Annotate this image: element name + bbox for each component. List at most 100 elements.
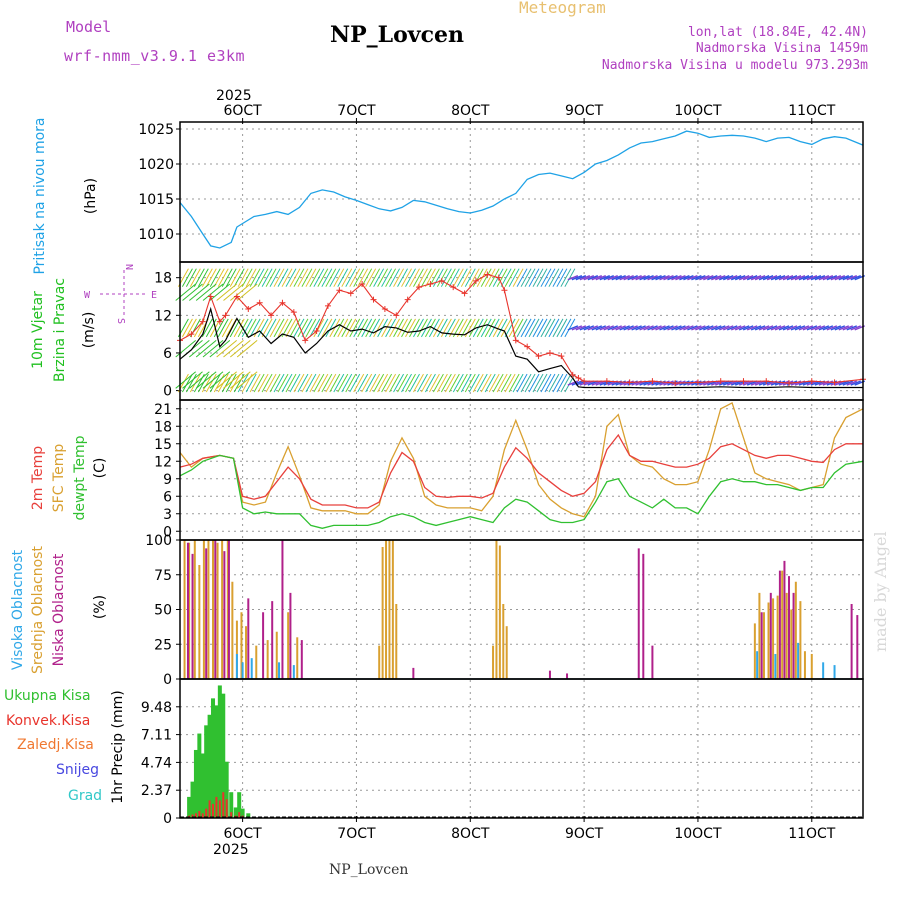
wind-barb: [536, 373, 548, 393]
wind-barb: [476, 318, 488, 338]
wind-barb: [421, 373, 432, 393]
altitude-label: Nadmorska Visina 1459m: [695, 41, 868, 56]
top-tick-label: 9OCT: [565, 103, 604, 119]
precip-total-label: Ukupna Kisa: [4, 688, 91, 704]
wind-barb: [201, 318, 213, 338]
wind-barb: [201, 268, 213, 287]
pressure-line: [179, 130, 864, 249]
wind-barb: [181, 268, 193, 287]
bottom-tick-label: 10OCT: [674, 826, 722, 842]
cloud-ytick: 50: [154, 603, 172, 619]
wind-barb: [301, 373, 313, 393]
wind-gust-marker: [626, 379, 633, 386]
wind-barb: [393, 318, 404, 338]
wind-barb: [409, 268, 420, 287]
wind-barb: [544, 373, 556, 393]
wind-gust-marker: [416, 284, 423, 291]
wind-barb: [456, 268, 468, 287]
precip-total-bar: [224, 761, 229, 818]
wind-barb: [830, 325, 842, 331]
wind-barb: [567, 325, 579, 331]
wind-barb: [205, 318, 217, 338]
wind-barb: [850, 325, 861, 331]
wind-barb: [209, 268, 221, 287]
wind-barb: [405, 373, 416, 393]
wind-barb: [699, 325, 710, 331]
precip-total-bar: [221, 693, 226, 818]
wind-barb: [782, 275, 794, 281]
wind-barb: [185, 268, 197, 287]
wind-barb: [321, 268, 333, 287]
wind-barb: [842, 275, 854, 281]
wind-barb: [730, 325, 742, 331]
wind-gust-marker: [233, 293, 240, 300]
wind-gust-marker: [222, 312, 229, 319]
wind-barb: [353, 318, 365, 338]
top-tick-label: 10OCT: [674, 103, 722, 119]
wind-barb: [611, 275, 622, 281]
precip-conv-bar: [238, 812, 241, 818]
wind-barb: [409, 318, 420, 338]
wind-barb: [265, 268, 277, 287]
wind-gust-marker: [575, 375, 582, 382]
wind-ylabel: 10m Vjetar: [30, 291, 46, 369]
wind-barb: [742, 325, 754, 331]
wind-barb: [603, 325, 614, 331]
cloud-ytick: 75: [154, 568, 172, 584]
wind-barb: [337, 318, 349, 338]
sfc-temp-line: [179, 401, 864, 518]
wind-barb: [571, 380, 583, 386]
wind-barb: [484, 268, 496, 287]
wind-barb: [197, 373, 209, 393]
wind-barb: [421, 268, 432, 287]
wind-barb: [671, 275, 682, 281]
wind-barb: [663, 275, 674, 281]
temp-ytick: 15: [154, 437, 172, 453]
wind-barb: [309, 268, 321, 287]
precip-total-bar: [229, 792, 234, 818]
wind-barb: [540, 268, 552, 287]
wind-barb: [313, 373, 325, 393]
wind-barb: [726, 325, 738, 331]
wind-barb: [699, 275, 710, 281]
wind-arrow: [216, 340, 237, 358]
wind-barb: [345, 373, 357, 393]
wind-barb: [532, 318, 544, 338]
wind-barb: [695, 275, 706, 281]
wind-barb: [528, 318, 540, 338]
wind-barb: [496, 318, 508, 338]
wind-barb: [432, 373, 444, 393]
wind-ylabel-2: Brzina i Pravac: [52, 278, 68, 382]
panel-frames: [179, 121, 864, 819]
pressure-ytick: 1025: [138, 122, 174, 138]
wind-barb: [357, 373, 369, 393]
wind-barb: [249, 373, 261, 393]
wind-gust-marker: [324, 302, 331, 309]
wind-arrow: [202, 283, 224, 301]
wind-barb: [365, 318, 377, 338]
panel-frame-wind: [179, 261, 864, 401]
wind-gust-marker: [450, 284, 457, 291]
wind-barb: [361, 373, 373, 393]
wind-barb: [607, 275, 618, 281]
wind-barb: [373, 268, 385, 287]
precip-frz-label: Zaledj.Kisa: [17, 737, 94, 753]
temp-ytick: 3: [163, 507, 172, 523]
wind-barb: [285, 373, 297, 393]
wind-barb: [726, 275, 738, 281]
cloud-low-label: Niska Oblacnost: [51, 553, 67, 666]
wind-gust-marker: [268, 312, 275, 319]
wind-barb: [659, 380, 670, 386]
bottom-tick-label: 11OCT: [788, 826, 836, 842]
wind-barb: [424, 318, 436, 338]
compass-w-label: W: [84, 290, 91, 301]
wind-barb: [301, 268, 313, 287]
wind-barb: [548, 373, 560, 393]
wind-barb: [389, 373, 401, 393]
top-year-label: 2025: [216, 88, 252, 104]
wind-barb: [393, 268, 404, 287]
wind-barb: [746, 325, 758, 331]
wind-barb: [659, 325, 670, 331]
wind-barb: [221, 318, 233, 338]
